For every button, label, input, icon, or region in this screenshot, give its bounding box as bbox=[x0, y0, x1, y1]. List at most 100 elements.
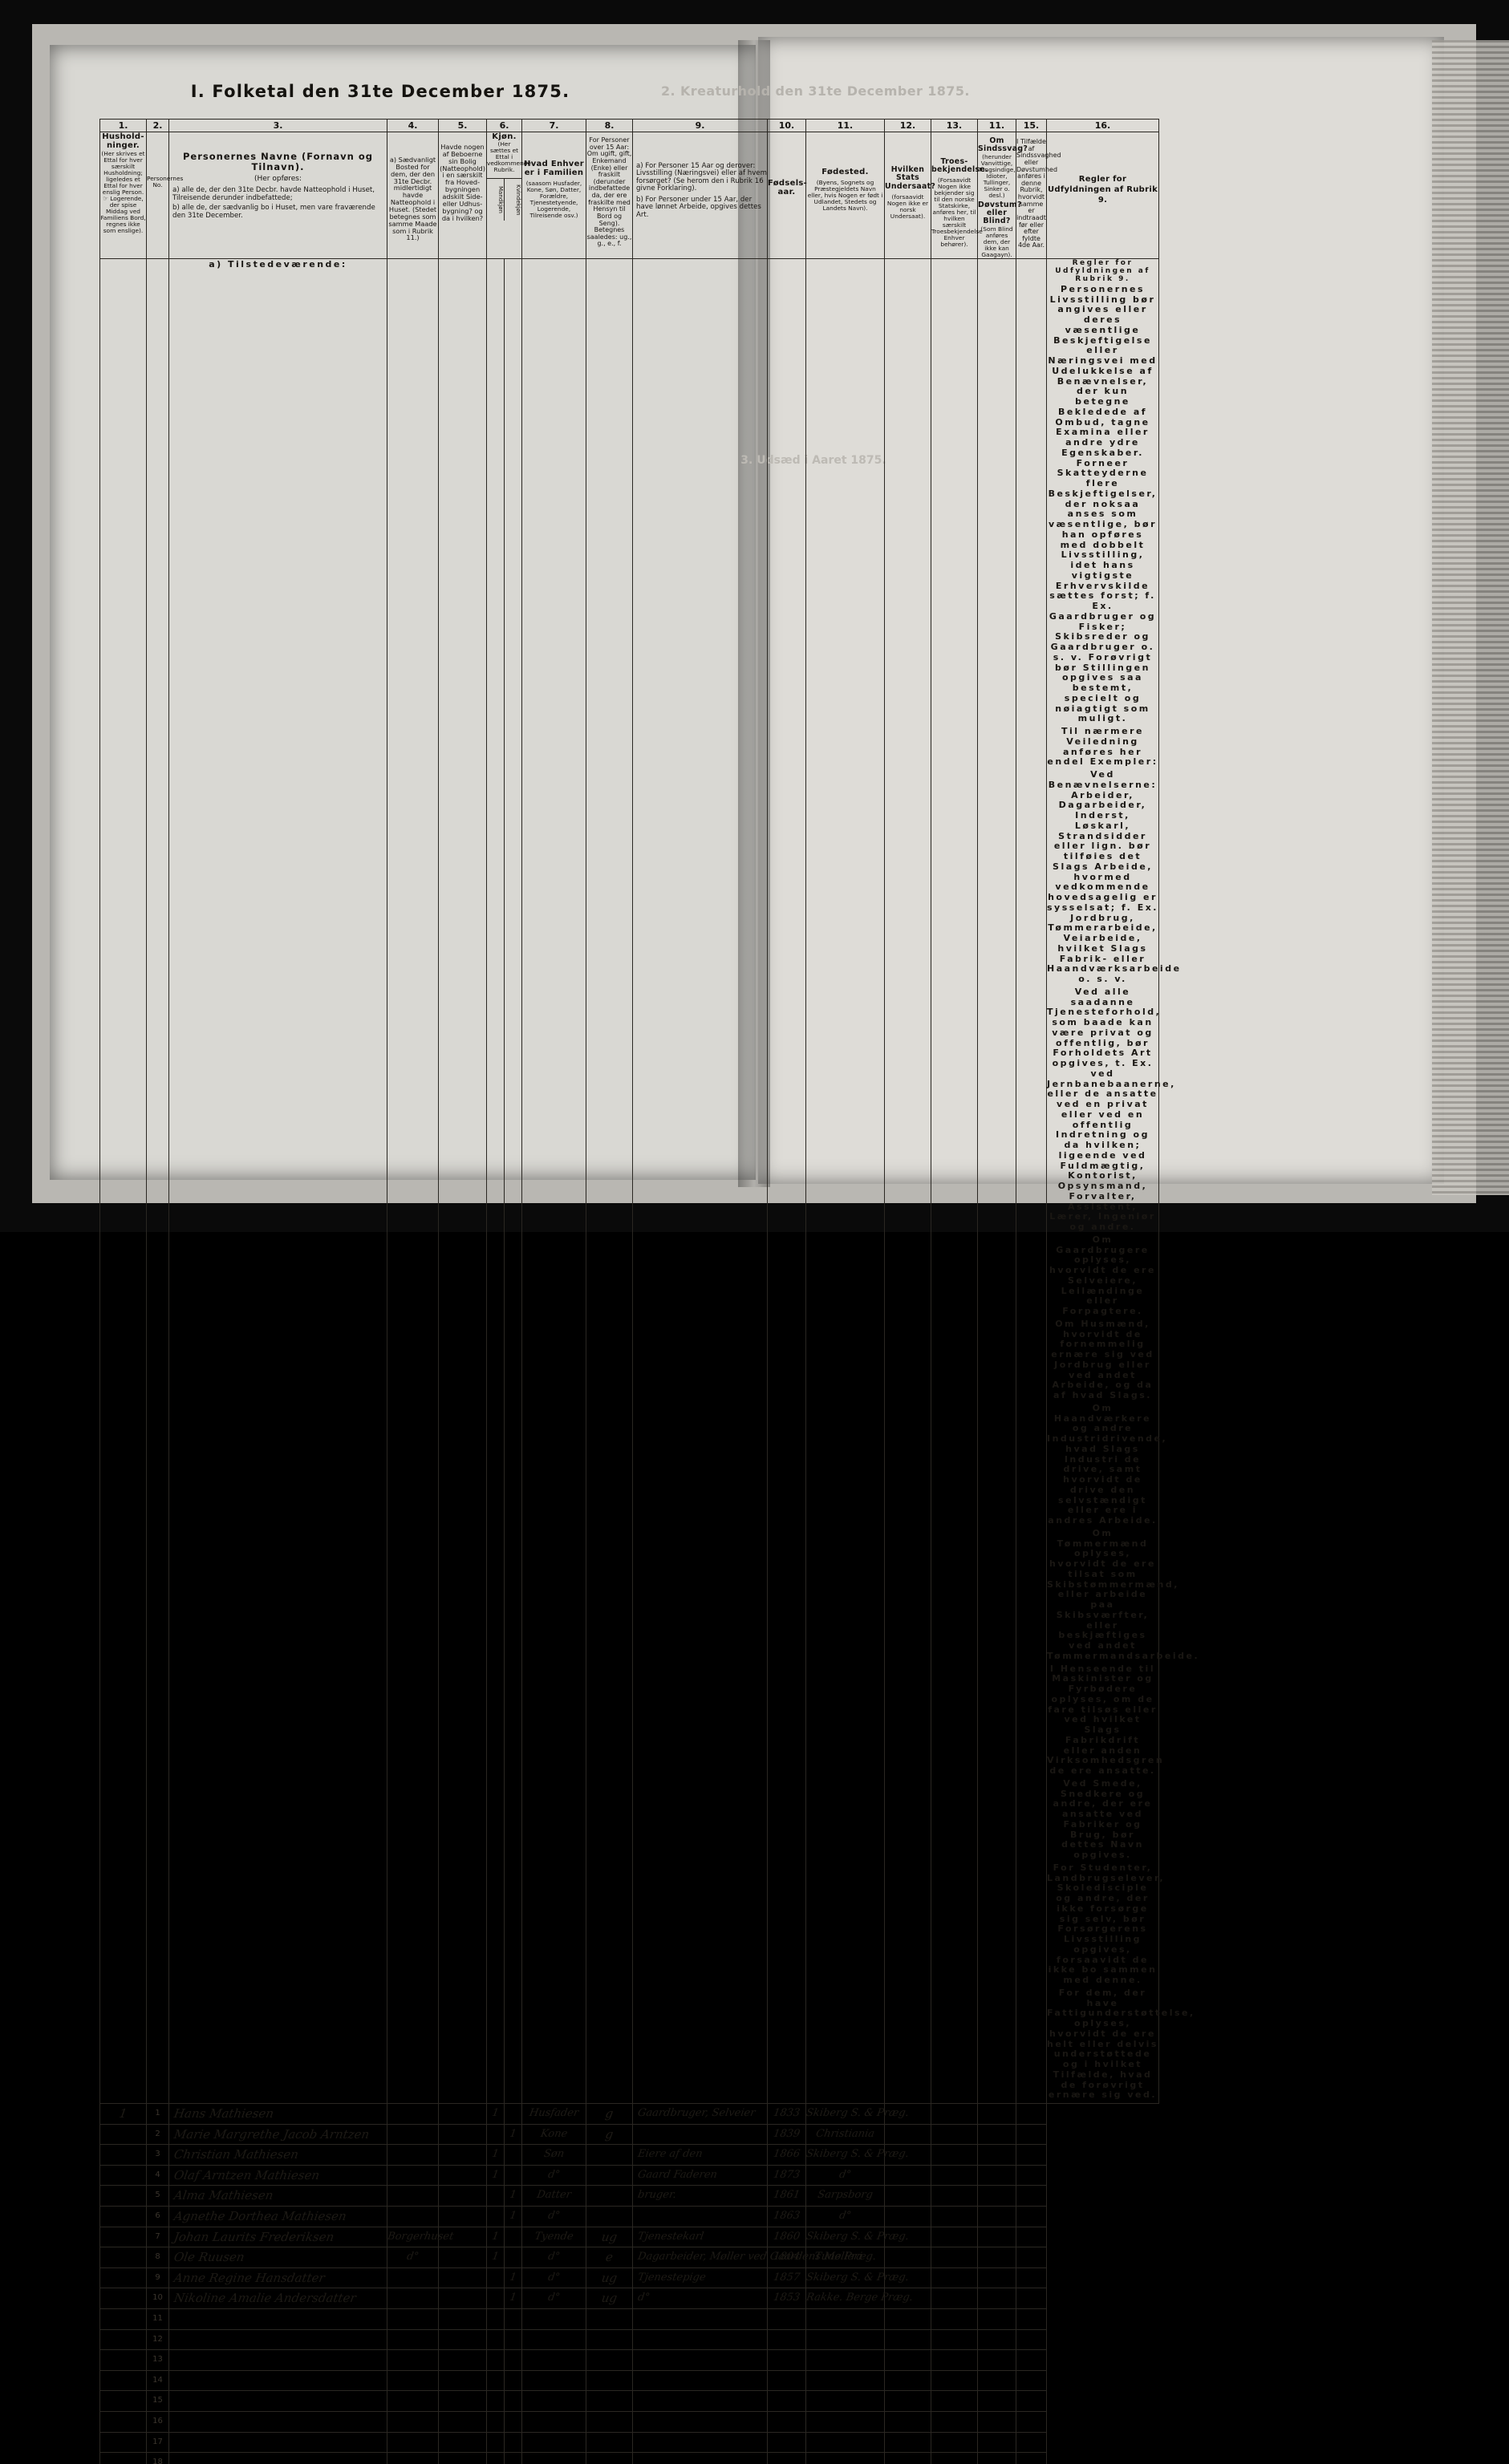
table-row[interactable]: 8 Ole Ruusen d° 1 d° e Dagarbeider, Møller ved… bbox=[99, 2247, 1159, 2268]
cell-family-role bbox=[521, 2452, 586, 2464]
rules-paragraph: Til nærmere Veiledning anføres her endel… bbox=[1047, 726, 1158, 768]
cell-name bbox=[168, 2349, 387, 2371]
cell-citizenship bbox=[884, 2390, 931, 2412]
cell-onset-age bbox=[1016, 2411, 1047, 2433]
cell-sex-male bbox=[486, 2308, 505, 2330]
cell-religion bbox=[931, 2411, 978, 2433]
cell-religion bbox=[931, 2431, 978, 2454]
cell-citizenship bbox=[884, 2328, 931, 2351]
cell-household bbox=[99, 2308, 147, 2330]
cell-usual-residence bbox=[387, 2369, 439, 2392]
table-row[interactable]: 18 bbox=[99, 2452, 1159, 2464]
cell-marital bbox=[586, 2369, 633, 2392]
cell-occupation bbox=[632, 2123, 768, 2146]
colnum-9: 9. bbox=[632, 119, 768, 132]
header-separate-building: Havde nogen af Beboerne sin Bolig (Natte… bbox=[438, 132, 487, 259]
table-row[interactable]: 15 bbox=[99, 2390, 1159, 2412]
cell-marital bbox=[586, 2390, 633, 2412]
table-row[interactable]: 10 Nikoline Amalie Andersdatter 1 d° ug d° 185… bbox=[99, 2288, 1159, 2310]
header-rules: Regler for Udfyldningen af Rubrik 9. bbox=[1046, 132, 1159, 259]
cell-occupation bbox=[632, 2328, 768, 2351]
cell-sex-male bbox=[486, 2390, 505, 2412]
cell-household bbox=[99, 2267, 147, 2289]
cell-sex-female bbox=[504, 2369, 522, 2392]
colnum-8: 8. bbox=[586, 119, 633, 132]
cell-name: Christian Mathiesen bbox=[168, 2144, 387, 2166]
table-row[interactable]: 17 bbox=[99, 2431, 1159, 2454]
cell-sex-female bbox=[504, 2328, 522, 2351]
cell-citizenship bbox=[884, 2226, 931, 2248]
header-sex-note: (Her sættes et Ettal i vedkommende Rubri… bbox=[487, 140, 532, 174]
cell-birthyear: 1860 bbox=[767, 2226, 806, 2248]
header-family-role-note: (saasom Husfader, Kone, Søn, Datter, For… bbox=[525, 180, 582, 219]
cell-disability bbox=[977, 2390, 1016, 2412]
cell-sex-female: 1 bbox=[504, 2288, 522, 2310]
cell-birthplace: Skiberg S. & Præg. bbox=[805, 2226, 910, 2248]
cell-separate-building bbox=[438, 2431, 487, 2454]
header-birthyear: Fødsels-aar. bbox=[767, 132, 807, 259]
cell-sex-female: 1 bbox=[504, 2185, 522, 2207]
cell-family-role: d° bbox=[521, 2206, 586, 2227]
table-row[interactable]: 14 bbox=[99, 2369, 1159, 2392]
header-names-sub: (Her opføres: bbox=[254, 175, 302, 184]
cell-household bbox=[99, 2452, 147, 2464]
colnum-2: 2. bbox=[146, 119, 169, 132]
table-row[interactable]: 7 Johan Laurits Frederiksen Borgerhuset 1 Ty… bbox=[99, 2226, 1159, 2248]
header-households: Hushold-ninger. (Her skrives et Ettal fo… bbox=[99, 132, 147, 259]
cell-person-no: 12 bbox=[146, 2328, 169, 2351]
cell-onset-age bbox=[1016, 2185, 1047, 2207]
table-row[interactable]: 3 Christian Mathiesen 1 Søn Eiere af den 1866… bbox=[99, 2144, 1159, 2166]
cell-birthyear: 1839 bbox=[767, 2123, 806, 2146]
cell-sex-male: 1 bbox=[486, 2144, 505, 2166]
cell-onset-age bbox=[1016, 2349, 1047, 2371]
header-birthplace-note: (Byens, Sognets og Præstegjeldets Navn e… bbox=[807, 179, 883, 212]
header-occupation-a: a) For Personer 15 Aar og derover: Livss… bbox=[636, 162, 767, 193]
table-row[interactable]: 12 bbox=[99, 2328, 1159, 2351]
cell-disability bbox=[977, 2431, 1016, 2454]
cell-onset-age bbox=[1016, 2103, 1047, 2125]
colnum-15: 15. bbox=[1016, 119, 1047, 132]
table-row[interactable]: 13 bbox=[99, 2349, 1159, 2371]
cell-sex-female bbox=[504, 2103, 522, 2125]
cell-onset-age bbox=[1016, 2267, 1047, 2289]
table-row[interactable]: 1 1 Hans Mathiesen 1 Husfader g Gaardbruger, S… bbox=[99, 2103, 1159, 2125]
header-households-title: Hushold-ninger. bbox=[102, 132, 144, 151]
colnum-16: 16. bbox=[1046, 119, 1159, 132]
cell-person-no: 16 bbox=[146, 2411, 169, 2433]
cell-family-role: Tyende bbox=[521, 2226, 586, 2248]
cell-person-no: 11 bbox=[146, 2308, 169, 2330]
cell-birthplace: Sarpsborg bbox=[805, 2185, 885, 2207]
census-data-rows: 1 1 Hans Mathiesen 1 Husfader g Gaardbruger, S… bbox=[99, 2103, 1159, 2464]
cell-person-no: 15 bbox=[146, 2390, 169, 2412]
cell-disability bbox=[977, 2103, 1016, 2125]
cell-name: Olaf Arntzen Mathiesen bbox=[168, 2164, 387, 2186]
cell-usual-residence: Borgerhuset bbox=[387, 2226, 454, 2248]
cell-occupation bbox=[632, 2349, 768, 2371]
header-disability-title: Om Sindssvag? bbox=[978, 136, 1028, 154]
cell-disability bbox=[977, 2411, 1016, 2433]
table-row[interactable]: 2 Marie Margrethe Jacob Arntzen 1 Kone g 1839… bbox=[99, 2123, 1159, 2146]
cell-birthyear: 1857 bbox=[767, 2267, 806, 2289]
cell-name: Agnethe Dorthea Mathiesen bbox=[168, 2206, 387, 2227]
table-row[interactable]: 9 Anne Regine Hansdatter 1 d° ug Tjenestepige… bbox=[99, 2267, 1159, 2289]
table-row[interactable]: 11 bbox=[99, 2308, 1159, 2330]
cell-onset-age bbox=[1016, 2452, 1047, 2464]
cell-birthplace: Skiberg S. & Præg. bbox=[805, 2103, 910, 2125]
table-row[interactable]: 6 Agnethe Dorthea Mathiesen 1 d° 1863 d° bbox=[99, 2206, 1159, 2227]
table-row[interactable]: 4 Olaf Arntzen Mathiesen 1 d° Gaard Faderen 1… bbox=[99, 2164, 1159, 2186]
cell-citizenship bbox=[884, 2267, 931, 2289]
cell-disability bbox=[977, 2247, 1016, 2268]
rules-paragraph: For dem, der have Fattigunderstøttelse, … bbox=[1047, 1987, 1195, 2101]
header-onset-age: I Tilfælde af Sindssvaghed eller Døvstum… bbox=[1016, 132, 1061, 259]
table-row[interactable]: 5 Alma Mathiesen 1 Datter bruger. 1861 Sarpsbo… bbox=[99, 2185, 1159, 2207]
cell-citizenship bbox=[884, 2206, 931, 2227]
cell-birthplace bbox=[805, 2369, 885, 2392]
cell-family-role bbox=[521, 2431, 586, 2454]
cell-sex-male bbox=[486, 2185, 505, 2207]
cell-marital: ug bbox=[586, 2267, 633, 2289]
cell-family-role bbox=[521, 2390, 586, 2412]
cell-birthplace bbox=[805, 2349, 885, 2371]
rules-paragraph: I Henseende til Maskinister og Fyrbødere… bbox=[1047, 1663, 1165, 1777]
cell-family-role: d° bbox=[521, 2288, 586, 2310]
table-row[interactable]: 16 bbox=[99, 2411, 1159, 2433]
